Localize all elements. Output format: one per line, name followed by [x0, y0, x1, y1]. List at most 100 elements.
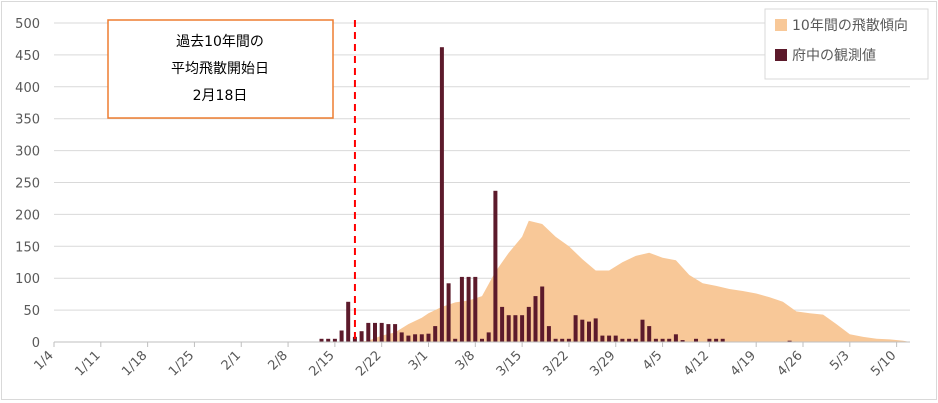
observation-bar — [332, 338, 337, 342]
observation-bar — [566, 338, 571, 342]
observation-bar — [493, 190, 498, 342]
x-tick-label: 5/3 — [827, 348, 852, 373]
observation-bars-layer — [319, 47, 792, 342]
observation-bar — [613, 335, 618, 342]
x-tick-label: 3/15 — [494, 348, 525, 379]
observation-bar — [513, 315, 518, 342]
observation-bar — [640, 319, 645, 342]
observation-bar — [533, 296, 538, 342]
annotation-text: 2月18日 — [193, 88, 248, 104]
x-tick-label: 2/1 — [219, 348, 244, 373]
x-tick-label: 4/12 — [681, 348, 712, 379]
observation-bar — [620, 338, 625, 342]
observation-bar — [426, 333, 431, 342]
observation-bar — [393, 324, 398, 342]
trend-area-layer — [354, 220, 910, 342]
observation-bar — [627, 338, 632, 342]
y-tick-label: 350 — [15, 113, 40, 128]
x-tick-label: 4/26 — [775, 348, 806, 379]
observation-bar — [406, 335, 411, 342]
legend-swatch — [775, 19, 787, 31]
observation-bar — [459, 276, 464, 342]
y-tick-label: 250 — [15, 177, 40, 192]
observation-bar — [359, 331, 364, 342]
observation-bar — [379, 322, 384, 342]
trend-area — [354, 220, 910, 342]
x-tick-label: 5/10 — [868, 348, 899, 379]
observation-bar — [553, 338, 558, 342]
observation-bar — [399, 332, 404, 342]
x-tick-label: 3/1 — [406, 348, 431, 373]
observation-bar — [500, 306, 505, 342]
x-tick-label: 4/19 — [728, 348, 759, 379]
observation-bar — [660, 338, 665, 342]
observation-bar — [346, 301, 351, 342]
observation-bar — [540, 286, 545, 342]
observation-bar — [326, 338, 331, 342]
observation-bar — [439, 47, 444, 342]
observation-bar — [453, 338, 458, 342]
observation-bar — [707, 338, 712, 342]
y-tick-label: 200 — [15, 208, 40, 223]
observation-bar — [473, 276, 478, 342]
observation-bar — [339, 330, 344, 342]
observation-bar — [386, 324, 391, 342]
observation-bar — [546, 326, 551, 342]
y-tick-label: 300 — [15, 145, 40, 160]
observation-bar — [486, 332, 491, 342]
observation-bar — [319, 338, 324, 342]
x-tick-label: 1/25 — [166, 348, 197, 379]
annotation-text: 過去10年間の — [176, 34, 264, 50]
x-tick-label: 3/8 — [453, 348, 478, 373]
observation-bar — [607, 335, 612, 342]
observation-bar — [573, 315, 578, 342]
observation-bar — [466, 276, 471, 342]
y-tick-label: 400 — [15, 81, 40, 96]
x-tick-label: 3/22 — [541, 348, 572, 379]
observation-bar — [366, 322, 371, 342]
observation-bar — [446, 283, 451, 342]
legend-box — [764, 8, 929, 80]
annotation-box — [107, 19, 334, 119]
observation-bar — [673, 334, 678, 342]
x-tick-label: 2/8 — [265, 348, 290, 373]
y-tick-label: 500 — [15, 17, 40, 32]
observation-bar — [633, 338, 638, 342]
x-tick-label: 1/11 — [72, 348, 103, 379]
observation-bar — [714, 338, 719, 342]
x-tick-label: 4/5 — [640, 348, 665, 373]
x-tick-label: 2/22 — [353, 348, 384, 379]
legend-label: 府中の観測値 — [792, 47, 876, 64]
observation-bar — [413, 334, 418, 342]
observation-bar — [680, 340, 685, 342]
observation-bar — [653, 338, 658, 342]
y-tick-label: 450 — [15, 49, 40, 64]
y-tick-label: 150 — [15, 240, 40, 255]
annotation-text: 平均飛散開始日 — [171, 61, 269, 77]
observation-bar — [593, 318, 598, 342]
y-tick-label: 100 — [15, 272, 40, 287]
observation-bar — [480, 338, 484, 342]
x-tick-label: 1/18 — [119, 348, 150, 379]
observation-bar — [373, 322, 377, 342]
legend-label: 10年間の飛散傾向 — [792, 18, 908, 34]
observation-bar — [352, 336, 357, 342]
observation-bar — [600, 335, 605, 342]
observation-bar — [787, 340, 792, 342]
x-tick-label: 2/15 — [306, 348, 337, 379]
y-tick-label: 50 — [23, 304, 40, 319]
legend-swatch — [775, 49, 787, 61]
x-tick-label: 3/29 — [587, 348, 618, 379]
observation-bar — [520, 315, 525, 342]
observation-bar — [506, 315, 511, 342]
observation-bar — [526, 306, 531, 342]
observation-bar — [694, 338, 698, 342]
observation-bar — [433, 326, 438, 342]
observation-bar — [419, 334, 424, 342]
observation-bar — [667, 338, 672, 342]
observation-bar — [587, 321, 591, 342]
